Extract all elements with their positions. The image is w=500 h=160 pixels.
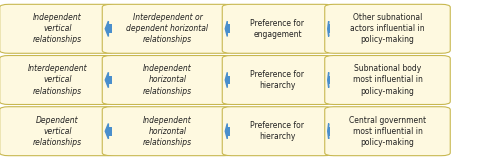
Text: Preference for
engagement: Preference for engagement	[250, 19, 304, 39]
FancyBboxPatch shape	[328, 24, 330, 33]
Text: Interdependent
vertical
relationships: Interdependent vertical relationships	[28, 64, 88, 96]
Text: Preference for
hierarchy: Preference for hierarchy	[250, 70, 304, 90]
FancyBboxPatch shape	[108, 76, 112, 84]
FancyBboxPatch shape	[222, 107, 333, 156]
FancyBboxPatch shape	[102, 107, 233, 156]
Text: Other subnational
actors influential in
policy-making: Other subnational actors influential in …	[350, 13, 425, 44]
FancyBboxPatch shape	[325, 56, 450, 104]
FancyBboxPatch shape	[108, 24, 112, 33]
FancyBboxPatch shape	[328, 76, 330, 84]
Polygon shape	[106, 72, 108, 88]
FancyBboxPatch shape	[228, 76, 230, 84]
Text: Independent
horizontal
relationships: Independent horizontal relationships	[143, 64, 192, 96]
Text: Interdependent or
dependent horizontal
relationships: Interdependent or dependent horizontal r…	[126, 13, 208, 44]
Polygon shape	[106, 21, 108, 36]
FancyBboxPatch shape	[102, 56, 233, 104]
FancyBboxPatch shape	[108, 127, 112, 136]
FancyBboxPatch shape	[0, 4, 115, 53]
Polygon shape	[225, 21, 228, 36]
Text: Preference for
hierarchy: Preference for hierarchy	[250, 121, 304, 141]
Polygon shape	[106, 124, 108, 139]
FancyBboxPatch shape	[328, 127, 330, 136]
Text: Central government
most influential in
policy-making: Central government most influential in p…	[349, 116, 426, 147]
FancyBboxPatch shape	[102, 4, 233, 53]
FancyBboxPatch shape	[228, 24, 230, 33]
Text: Independent
vertical
relationships: Independent vertical relationships	[33, 13, 82, 44]
FancyBboxPatch shape	[0, 56, 115, 104]
FancyBboxPatch shape	[0, 107, 115, 156]
FancyBboxPatch shape	[325, 4, 450, 53]
FancyBboxPatch shape	[222, 4, 333, 53]
Text: Independent
horizontal
relationships: Independent horizontal relationships	[143, 116, 192, 147]
Text: Dependent
vertical
relationships: Dependent vertical relationships	[33, 116, 82, 147]
FancyBboxPatch shape	[325, 107, 450, 156]
FancyBboxPatch shape	[222, 56, 333, 104]
Polygon shape	[225, 72, 228, 88]
FancyBboxPatch shape	[228, 127, 230, 136]
Text: Subnational body
most influential in
policy-making: Subnational body most influential in pol…	[352, 64, 422, 96]
Polygon shape	[225, 124, 228, 139]
